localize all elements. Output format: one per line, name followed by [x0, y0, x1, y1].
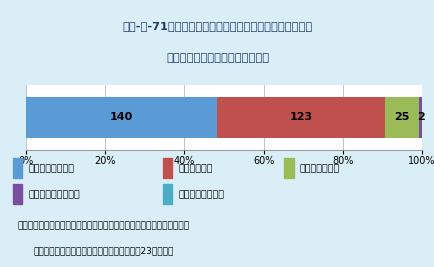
- Bar: [26, 97, 217, 138]
- Text: （ｂ）感じる: （ｂ）感じる: [178, 165, 213, 174]
- Bar: [163, 158, 172, 178]
- Bar: [13, 184, 22, 204]
- Bar: [384, 97, 418, 138]
- Text: （ａ）強く感じる: （ａ）強く感じる: [28, 165, 74, 174]
- Bar: [163, 184, 172, 204]
- Text: 123: 123: [289, 112, 312, 123]
- Text: 2: 2: [416, 112, 424, 123]
- Bar: [217, 97, 384, 138]
- Text: （ｄ）全く感じない: （ｄ）全く感じない: [28, 190, 80, 199]
- Text: 第１-２-71図／リサーチ・アドミニストレーターを配置す: 第１-２-71図／リサーチ・アドミニストレーターを配置す: [122, 21, 312, 31]
- Text: （ｃ）感じない: （ｃ）感じない: [299, 165, 339, 174]
- Text: 140: 140: [110, 112, 133, 123]
- Text: る必要性に関するアンケート結果: る必要性に関するアンケート結果: [165, 53, 269, 63]
- Bar: [418, 97, 421, 138]
- Text: 資料：東京大学「『リサーチ・アドミニストレーターの職務内容・スキ: 資料：東京大学「『リサーチ・アドミニストレーターの職務内容・スキ: [17, 222, 189, 231]
- Text: ル標準等に関する調査研究』報告書」（平成23年３月）: ル標準等に関する調査研究』報告書」（平成23年３月）: [34, 247, 174, 256]
- Text: 25: 25: [394, 112, 409, 123]
- Bar: [284, 158, 293, 178]
- Bar: [13, 158, 22, 178]
- Text: （ｅ）わからない: （ｅ）わからない: [178, 190, 224, 199]
